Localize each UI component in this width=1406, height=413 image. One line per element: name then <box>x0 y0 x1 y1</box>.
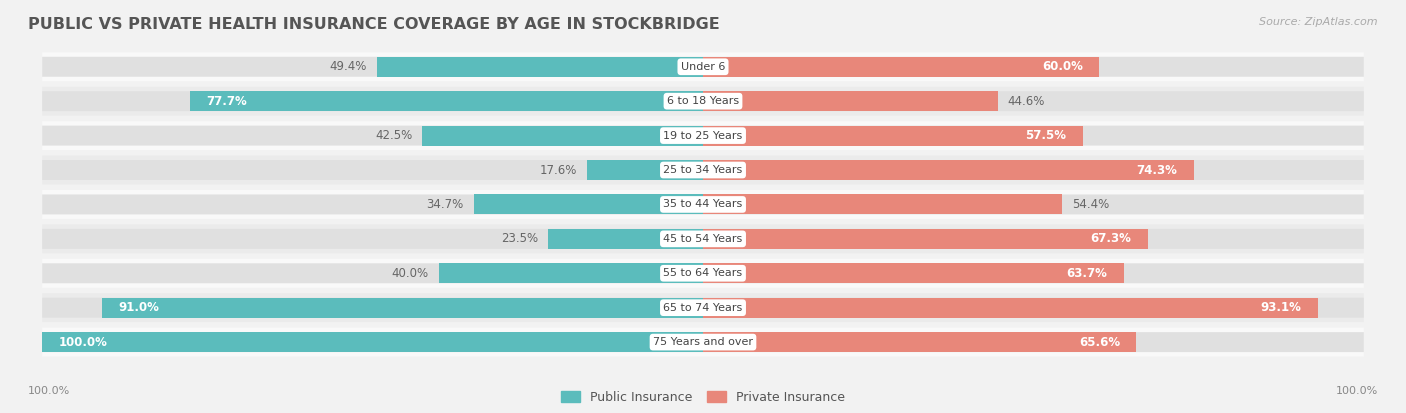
FancyBboxPatch shape <box>42 190 1364 219</box>
FancyBboxPatch shape <box>703 91 1364 111</box>
Text: Under 6: Under 6 <box>681 62 725 72</box>
Text: 23.5%: 23.5% <box>501 233 537 245</box>
Bar <box>703 263 1123 283</box>
FancyBboxPatch shape <box>42 121 1364 150</box>
Text: 60.0%: 60.0% <box>1042 60 1083 73</box>
FancyBboxPatch shape <box>42 259 1364 288</box>
Bar <box>703 160 1194 180</box>
Text: 54.4%: 54.4% <box>1073 198 1109 211</box>
Bar <box>422 126 703 145</box>
Text: 63.7%: 63.7% <box>1067 267 1108 280</box>
FancyBboxPatch shape <box>42 298 703 318</box>
Bar <box>703 332 1136 352</box>
FancyBboxPatch shape <box>703 160 1364 180</box>
FancyBboxPatch shape <box>42 156 1364 185</box>
Text: 100.0%: 100.0% <box>28 387 70 396</box>
Text: 67.3%: 67.3% <box>1090 233 1132 245</box>
Text: 6 to 18 Years: 6 to 18 Years <box>666 96 740 106</box>
FancyBboxPatch shape <box>703 57 1364 77</box>
Text: 49.4%: 49.4% <box>329 60 367 73</box>
Text: PUBLIC VS PRIVATE HEALTH INSURANCE COVERAGE BY AGE IN STOCKBRIDGE: PUBLIC VS PRIVATE HEALTH INSURANCE COVER… <box>28 17 720 31</box>
FancyBboxPatch shape <box>703 298 1364 318</box>
Bar <box>377 57 703 77</box>
FancyBboxPatch shape <box>703 229 1364 249</box>
Bar <box>703 195 1063 214</box>
Text: 42.5%: 42.5% <box>375 129 412 142</box>
Text: Source: ZipAtlas.com: Source: ZipAtlas.com <box>1260 17 1378 26</box>
FancyBboxPatch shape <box>42 91 703 111</box>
Text: 91.0%: 91.0% <box>118 301 159 314</box>
Bar <box>703 91 998 111</box>
FancyBboxPatch shape <box>703 195 1364 214</box>
Bar <box>703 229 1147 249</box>
Bar <box>703 126 1083 145</box>
Bar <box>586 160 703 180</box>
FancyBboxPatch shape <box>42 263 703 283</box>
Text: 34.7%: 34.7% <box>426 198 464 211</box>
Text: 65 to 74 Years: 65 to 74 Years <box>664 303 742 313</box>
FancyBboxPatch shape <box>42 87 1364 116</box>
FancyBboxPatch shape <box>42 52 1364 81</box>
FancyBboxPatch shape <box>703 332 1364 352</box>
FancyBboxPatch shape <box>42 328 1364 356</box>
FancyBboxPatch shape <box>703 126 1364 145</box>
Text: 93.1%: 93.1% <box>1261 301 1302 314</box>
Text: 17.6%: 17.6% <box>540 164 576 176</box>
FancyBboxPatch shape <box>42 57 703 77</box>
Text: 25 to 34 Years: 25 to 34 Years <box>664 165 742 175</box>
FancyBboxPatch shape <box>42 293 1364 322</box>
Text: 45 to 54 Years: 45 to 54 Years <box>664 234 742 244</box>
Text: 55 to 64 Years: 55 to 64 Years <box>664 268 742 278</box>
FancyBboxPatch shape <box>42 126 703 145</box>
Bar <box>703 298 1319 318</box>
FancyBboxPatch shape <box>42 332 703 352</box>
Bar <box>548 229 703 249</box>
FancyBboxPatch shape <box>703 263 1364 283</box>
FancyBboxPatch shape <box>42 229 703 249</box>
Text: 57.5%: 57.5% <box>1025 129 1066 142</box>
Text: 19 to 25 Years: 19 to 25 Years <box>664 131 742 140</box>
Bar <box>703 57 1099 77</box>
Bar <box>190 91 703 111</box>
Text: 40.0%: 40.0% <box>392 267 429 280</box>
Text: 44.6%: 44.6% <box>1008 95 1045 108</box>
Bar <box>42 332 703 352</box>
Bar <box>101 298 703 318</box>
Legend: Public Insurance, Private Insurance: Public Insurance, Private Insurance <box>555 386 851 409</box>
Text: 35 to 44 Years: 35 to 44 Years <box>664 199 742 209</box>
Bar <box>439 263 703 283</box>
Bar <box>474 195 703 214</box>
Text: 100.0%: 100.0% <box>1336 387 1378 396</box>
Text: 65.6%: 65.6% <box>1078 336 1121 349</box>
Text: 100.0%: 100.0% <box>59 336 108 349</box>
Text: 74.3%: 74.3% <box>1136 164 1177 176</box>
FancyBboxPatch shape <box>42 195 703 214</box>
Text: 77.7%: 77.7% <box>207 95 247 108</box>
FancyBboxPatch shape <box>42 160 703 180</box>
FancyBboxPatch shape <box>42 224 1364 253</box>
Text: 75 Years and over: 75 Years and over <box>652 337 754 347</box>
